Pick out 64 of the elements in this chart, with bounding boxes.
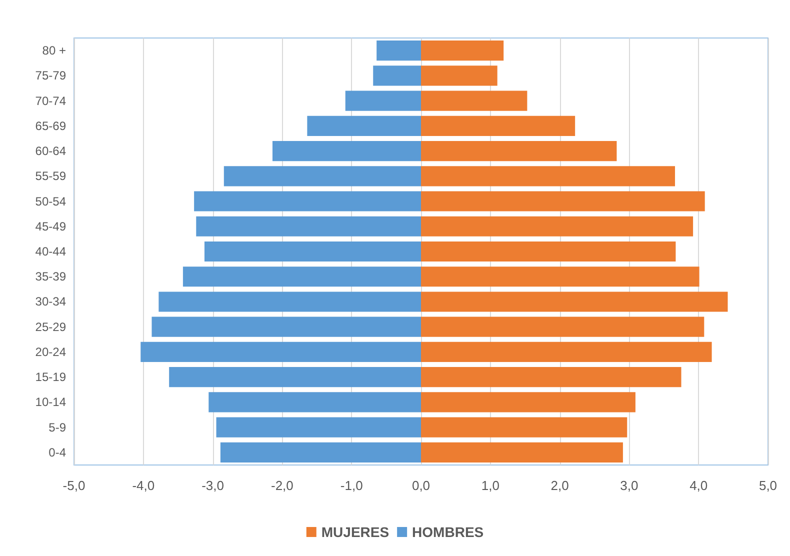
x-tick-label: 0,0 (412, 478, 430, 493)
legend-label: HOMBRES (412, 524, 484, 540)
y-tick-label: 80 + (42, 44, 66, 58)
bar (307, 116, 421, 136)
x-tick-label: -4,0 (132, 478, 155, 493)
bar (421, 417, 628, 438)
y-tick-label: 5-9 (48, 420, 66, 434)
x-tick-label: 2,0 (550, 478, 569, 493)
bar (158, 292, 421, 312)
bar (421, 241, 676, 262)
bar (169, 367, 421, 388)
y-tick-label: 45-49 (35, 219, 66, 234)
x-tick-label: -2,0 (270, 478, 294, 493)
bar (220, 442, 421, 462)
x-tick-label: 5,0 (758, 478, 778, 493)
bar (140, 342, 421, 362)
bar (421, 116, 576, 136)
bar (421, 342, 712, 362)
y-tick-label: 65-69 (35, 118, 66, 133)
x-tick-label: 4,0 (690, 478, 708, 493)
y-tick-label: 60-64 (35, 144, 66, 158)
y-tick-label: 75-79 (35, 68, 66, 83)
y-tick-label: 10-14 (35, 395, 66, 410)
y-tick-label: 35-39 (35, 270, 66, 284)
x-tick-label: 3,0 (620, 478, 638, 493)
y-tick-label: 30-34 (35, 294, 66, 309)
bar (421, 367, 682, 388)
y-tick-label: 50-54 (35, 194, 66, 208)
y-tick-label: 55-59 (35, 169, 66, 184)
bar (152, 316, 421, 337)
x-tick-label: -5,0 (62, 478, 86, 493)
bar (224, 166, 421, 186)
y-tick-label: 15-19 (35, 370, 66, 384)
bar (421, 191, 705, 212)
bar (421, 40, 504, 61)
y-tick-label: 25-29 (35, 320, 66, 334)
bar (204, 241, 421, 262)
x-tick-label: -1,0 (340, 478, 363, 493)
y-tick-label: 0-4 (48, 445, 66, 460)
x-tick-label: -3,0 (202, 478, 224, 493)
bar (208, 392, 421, 412)
bar (421, 166, 676, 186)
bar (272, 140, 421, 162)
legend-label: MUJERES (321, 524, 390, 540)
bar (194, 191, 421, 212)
bar (421, 66, 498, 86)
bar (182, 266, 421, 287)
bar (196, 216, 421, 236)
bar (421, 442, 623, 462)
bar (373, 66, 421, 86)
bar (216, 417, 421, 438)
bar (421, 392, 636, 412)
bar (421, 266, 700, 287)
x-tick-label: 1,0 (481, 478, 500, 493)
bar (421, 216, 694, 236)
y-tick-label: 20-24 (35, 344, 66, 359)
y-tick-label: 40-44 (35, 244, 66, 258)
y-tick-label: 70-74 (35, 94, 66, 108)
bar (421, 316, 704, 337)
bar (421, 292, 728, 312)
bar (421, 90, 528, 111)
bar (345, 90, 421, 111)
bar (376, 40, 421, 61)
bar (421, 140, 617, 162)
